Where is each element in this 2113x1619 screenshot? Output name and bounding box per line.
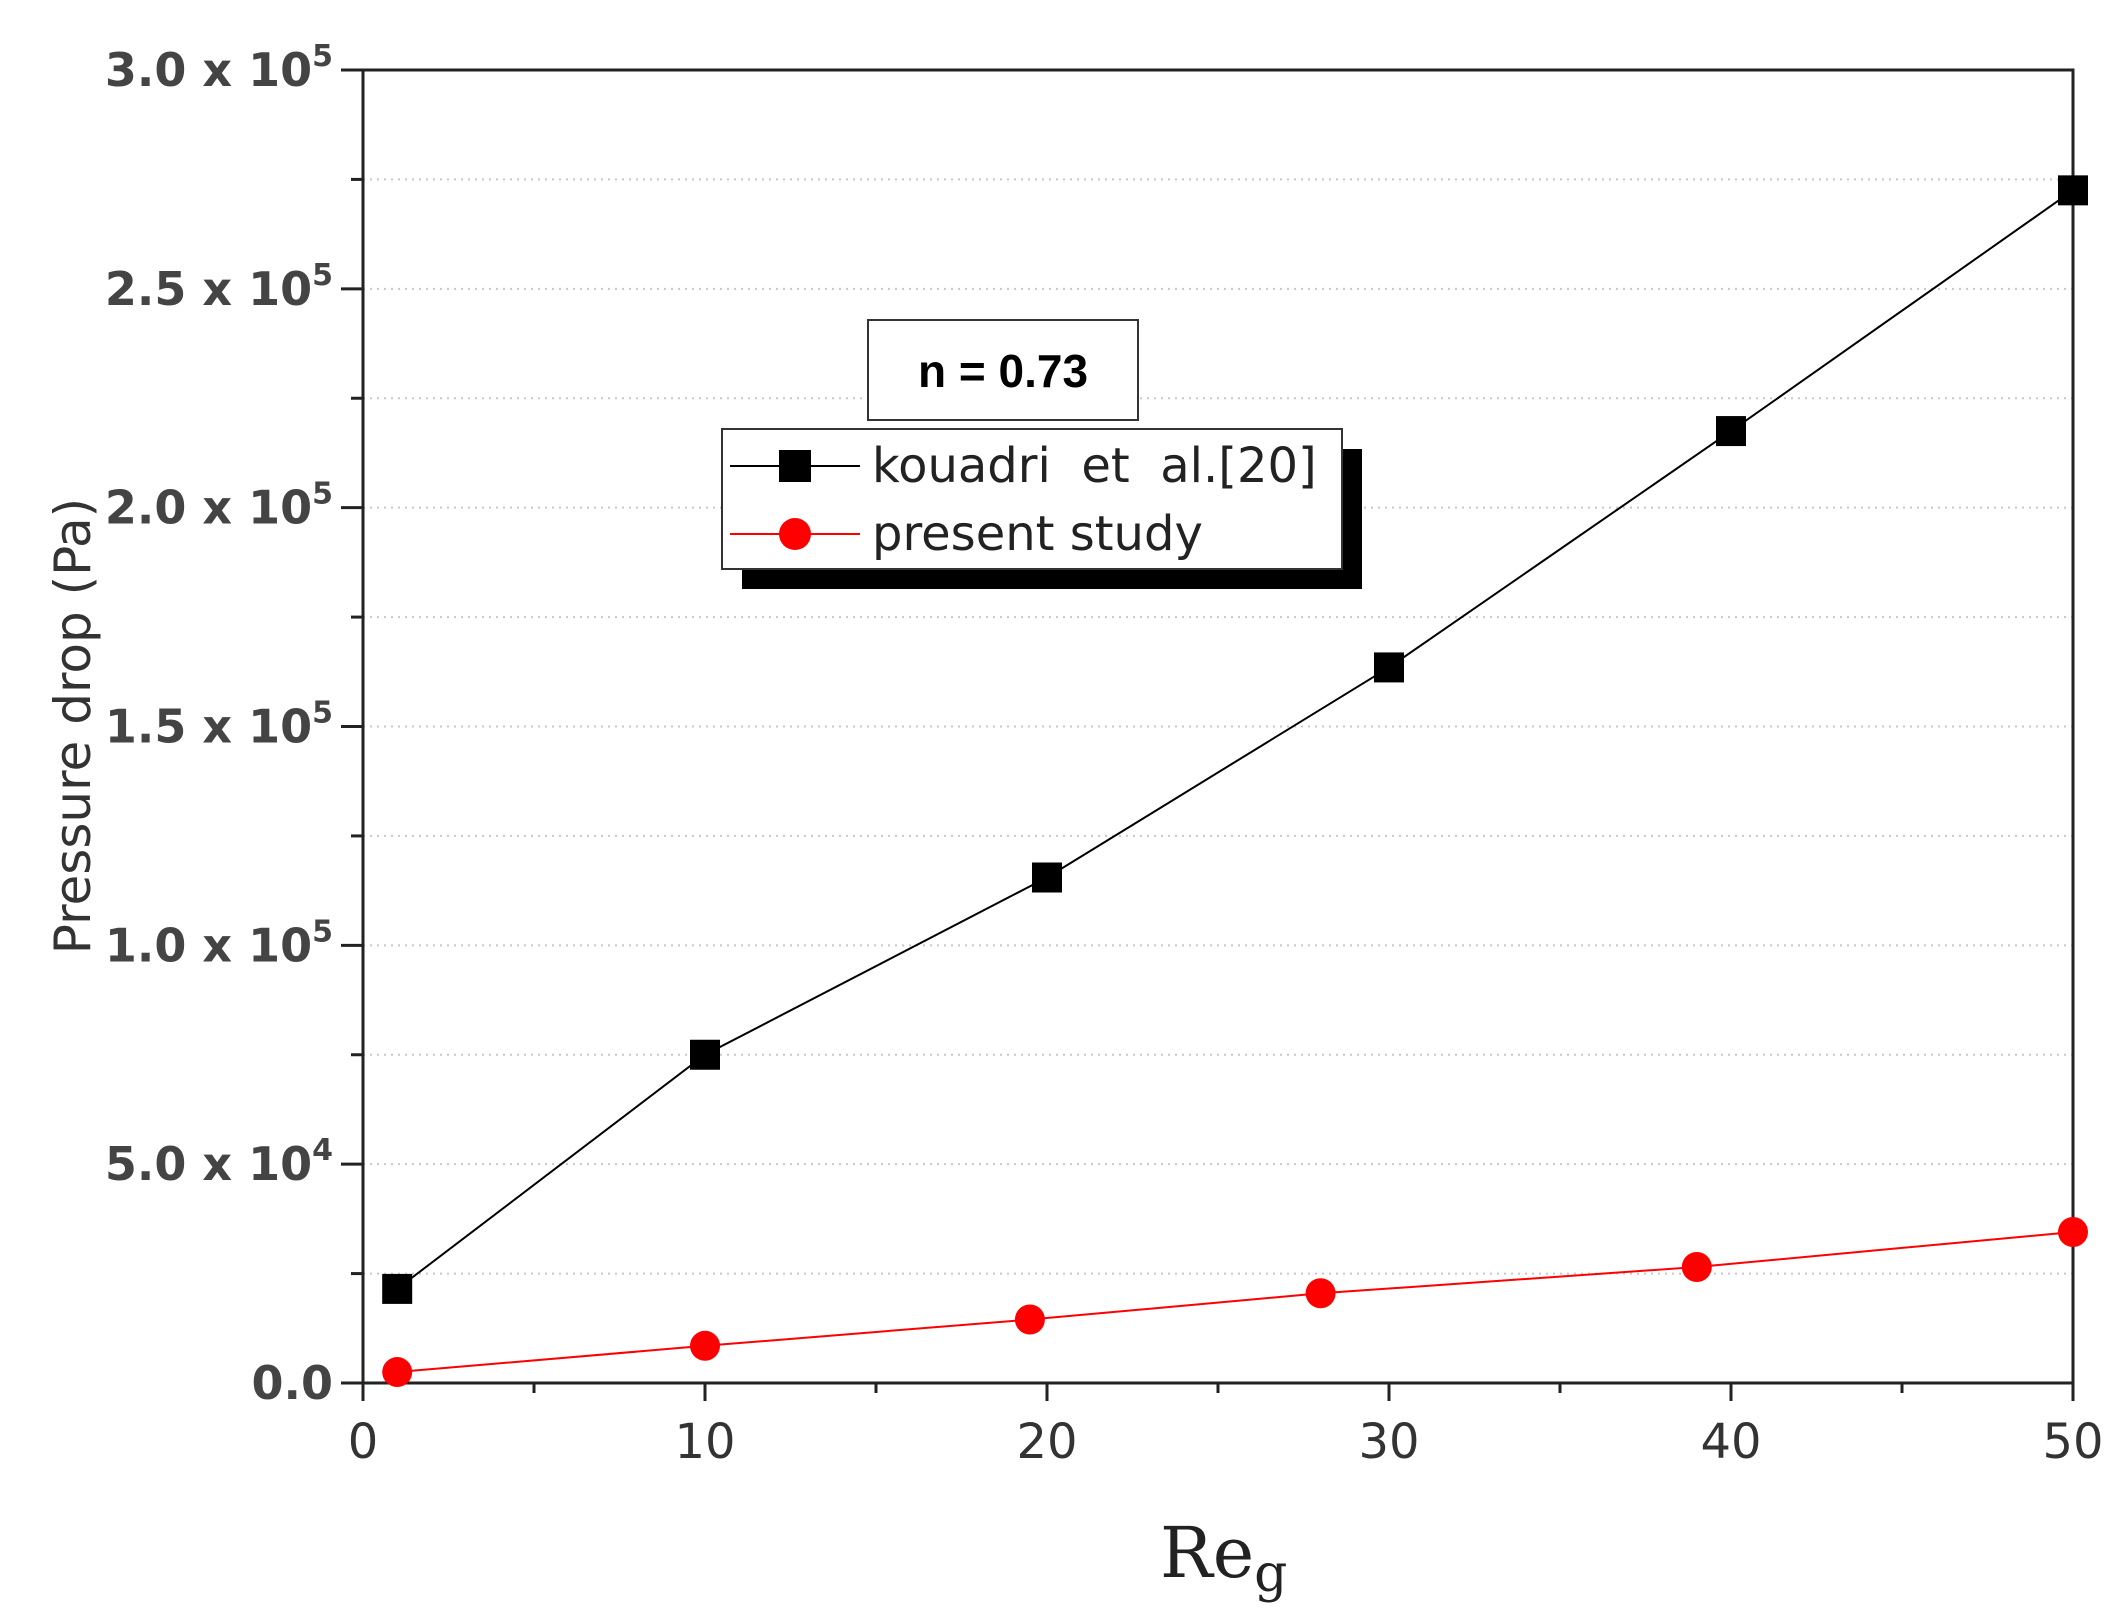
data-point-circle bbox=[690, 1330, 720, 1361]
y-tick-label: 2.0 x 105 bbox=[105, 477, 333, 535]
y-tick-mantissa: 2.0 x 10 bbox=[105, 481, 312, 535]
x-tick-label: 50 bbox=[2042, 1414, 2103, 1470]
y-tick-mantissa: 3.0 x 10 bbox=[105, 43, 312, 97]
series-layer bbox=[382, 175, 2088, 1388]
legend-marker-kouadri bbox=[779, 450, 811, 482]
data-point-square bbox=[382, 1273, 413, 1304]
x-tick-label: 0 bbox=[348, 1414, 379, 1470]
legend-label-present-study: present study bbox=[872, 506, 1203, 562]
x-axis-label-main: Re bbox=[1160, 1512, 1254, 1594]
data-point-square bbox=[1716, 416, 1746, 447]
y-tick-mantissa: 5.0 x 10 bbox=[105, 1137, 312, 1191]
legend-box bbox=[721, 428, 1343, 570]
data-point-square bbox=[1374, 652, 1404, 683]
legend: kouadri et al.[20] present study bbox=[721, 428, 1362, 589]
x-tick-label: 20 bbox=[1016, 1414, 1077, 1470]
data-point-square bbox=[1032, 862, 1062, 893]
y-tick-mantissa: 2.5 x 10 bbox=[105, 262, 312, 316]
series-present-study bbox=[382, 1217, 2088, 1388]
y-tick-label: 1.0 x 105 bbox=[105, 914, 333, 972]
x-axis-label: Reg bbox=[1160, 1512, 1287, 1604]
y-tick-exponent: 5 bbox=[312, 39, 333, 74]
y-axis-label: Pressure drop (Pa) bbox=[44, 498, 102, 954]
x-tick-labels: 0 10 20 30 40 50 bbox=[348, 1414, 2104, 1470]
grid-lines bbox=[363, 178, 2073, 1275]
data-point-circle bbox=[1014, 1304, 1045, 1335]
y-tick-exponent: 5 bbox=[312, 696, 333, 731]
y-tick-mantissa: 0.0 bbox=[252, 1356, 334, 1410]
data-point-circle bbox=[1305, 1278, 1336, 1309]
y-tick-label: 2.5 x 105 bbox=[105, 258, 333, 316]
legend-label-kouadri: kouadri et al.[20] bbox=[872, 438, 1317, 494]
y-tick-label: 5.0 x 104 bbox=[105, 1133, 333, 1191]
data-point-square bbox=[690, 1039, 720, 1070]
x-axis-label-subscript: g bbox=[1254, 1544, 1287, 1604]
y-tick-label: 3.0 x 105 bbox=[105, 39, 333, 97]
y-tick-label: 0.0 bbox=[252, 1356, 334, 1410]
series-line bbox=[396, 189, 2074, 1290]
series-kouadri bbox=[382, 175, 2088, 1304]
y-tick-label: 1.5 x 105 bbox=[105, 696, 333, 754]
annotation-box: n = 0.73 bbox=[867, 319, 1139, 421]
axis-ticks bbox=[341, 68, 2075, 1401]
x-tick-label: 10 bbox=[674, 1414, 735, 1470]
series-line bbox=[397, 1231, 2074, 1374]
data-point-circle bbox=[2058, 1217, 2088, 1248]
x-tick-label: 40 bbox=[1700, 1414, 1761, 1470]
y-tick-mantissa: 1.0 x 10 bbox=[105, 918, 312, 972]
y-tick-exponent: 5 bbox=[312, 477, 333, 512]
data-point-circle bbox=[382, 1357, 413, 1388]
annotation-text: n = 0.73 bbox=[918, 345, 1088, 397]
y-tick-exponent: 4 bbox=[312, 1133, 333, 1168]
data-point-square bbox=[2058, 175, 2088, 206]
y-tick-exponent: 5 bbox=[312, 914, 333, 949]
y-tick-mantissa: 1.5 x 10 bbox=[105, 700, 312, 754]
x-tick-label: 30 bbox=[1358, 1414, 1419, 1470]
legend-marker-present-study bbox=[779, 518, 811, 550]
y-tick-exponent: 5 bbox=[312, 258, 333, 293]
data-point-circle bbox=[1681, 1252, 1712, 1283]
